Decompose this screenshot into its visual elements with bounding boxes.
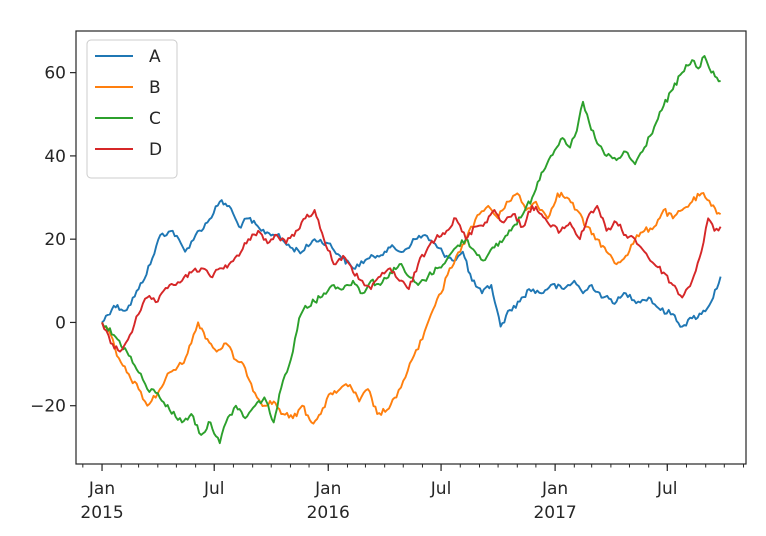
- x-axis: Jan 2015 Jul Jan 2016 Jul Jan 2017 Jul: [80, 464, 745, 523]
- legend-label-C: C: [149, 109, 161, 129]
- x-tick-label: Jul: [656, 479, 678, 499]
- series-line-A: [101, 199, 722, 328]
- y-tick-label: 40: [44, 147, 66, 167]
- legend-label-D: D: [149, 140, 162, 160]
- x-tick-label: Jan: [541, 479, 568, 499]
- x-tick-label: Jan: [88, 479, 115, 499]
- series-line-B: [101, 191, 722, 425]
- x-tick-label: Jul: [430, 479, 452, 499]
- x-tick-year-label: 2016: [307, 503, 350, 523]
- series-line-D: [101, 204, 722, 353]
- y-tick-label: 60: [44, 64, 66, 84]
- x-tick-label: Jan: [314, 479, 341, 499]
- legend-label-B: B: [149, 78, 161, 98]
- x-tick-year-label: 2015: [80, 503, 123, 523]
- legend-label-A: A: [149, 47, 161, 67]
- y-axis: −20 0 20 40 60: [30, 64, 76, 417]
- x-tick-label: Jul: [203, 479, 225, 499]
- y-tick-label: 0: [55, 313, 66, 333]
- series-layer: [101, 55, 722, 445]
- y-tick-label: 20: [44, 230, 66, 250]
- legend-box: [86, 39, 178, 179]
- plot-frame: [75, 30, 747, 465]
- y-tick-label: −20: [30, 397, 66, 417]
- x-tick-year-label: 2017: [533, 503, 576, 523]
